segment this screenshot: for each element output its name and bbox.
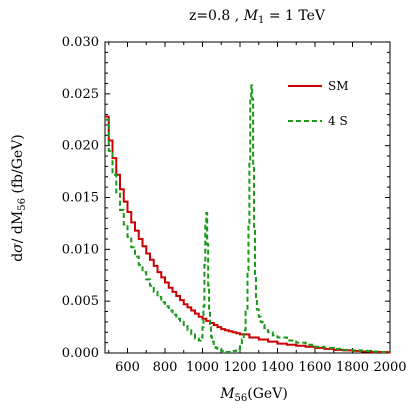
chart-title-var: M — [243, 8, 259, 24]
y-tick-label: 0.005 — [62, 294, 99, 309]
chart-title-prefix: z=0.8 , — [189, 8, 244, 24]
x-tick-label: 1000 — [186, 360, 219, 375]
y-axis-title-mid: / dM — [10, 211, 26, 243]
x-axis-title-sub: 56 — [235, 393, 248, 404]
x-tick-label: 1200 — [223, 360, 256, 375]
y-tick-label: 0.010 — [62, 242, 99, 257]
x-tick-label: 1600 — [298, 360, 331, 375]
y-axis-title-suffix: (fb/GeV) — [10, 134, 26, 198]
x-axis-title: M56(GeV) — [219, 386, 288, 404]
chart-title-suffix: = 1 TeV — [264, 8, 326, 24]
x-axis: 600 800 1000 1200 1400 1600 1800 2000 — [108, 42, 407, 375]
y-axis-title: dσ/ dM56 (fb/GeV) — [10, 134, 28, 262]
x-tick-label: 800 — [153, 360, 178, 375]
x-tick-label: 1400 — [261, 360, 294, 375]
chart-title-sub: 1 — [258, 15, 264, 26]
x-tick-label: 2000 — [373, 360, 406, 375]
x-tick-label: 600 — [115, 360, 140, 375]
y-tick-label: 0.030 — [62, 35, 99, 50]
y-axis-title-sub: 56 — [17, 198, 28, 211]
legend-label-4s: 4 S — [328, 114, 348, 128]
series-line-sm — [105, 115, 391, 354]
x-axis-title-var: M — [219, 386, 235, 402]
y-tick-label: 0.020 — [62, 139, 99, 154]
series-line-4-s — [105, 84, 391, 353]
series-layer — [105, 84, 391, 354]
y-tick-label: 0.000 — [62, 346, 99, 361]
chart-title: z=0.8 , M1 = 1 TeV — [189, 8, 326, 26]
x-tick-label: 1800 — [336, 360, 369, 375]
y-axis-title-prefix: d — [10, 253, 26, 262]
legend-label-sm: SM — [328, 79, 349, 93]
y-tick-label: 0.025 — [62, 87, 99, 102]
y-axis: 0.000 0.005 0.010 0.015 0.020 0.025 0.030 — [62, 35, 390, 361]
legend: SM 4 S — [288, 79, 349, 128]
x-axis-title-suffix: (GeV) — [247, 386, 288, 402]
y-axis-title-sigma: σ — [10, 243, 26, 253]
y-tick-label: 0.015 — [62, 191, 99, 206]
